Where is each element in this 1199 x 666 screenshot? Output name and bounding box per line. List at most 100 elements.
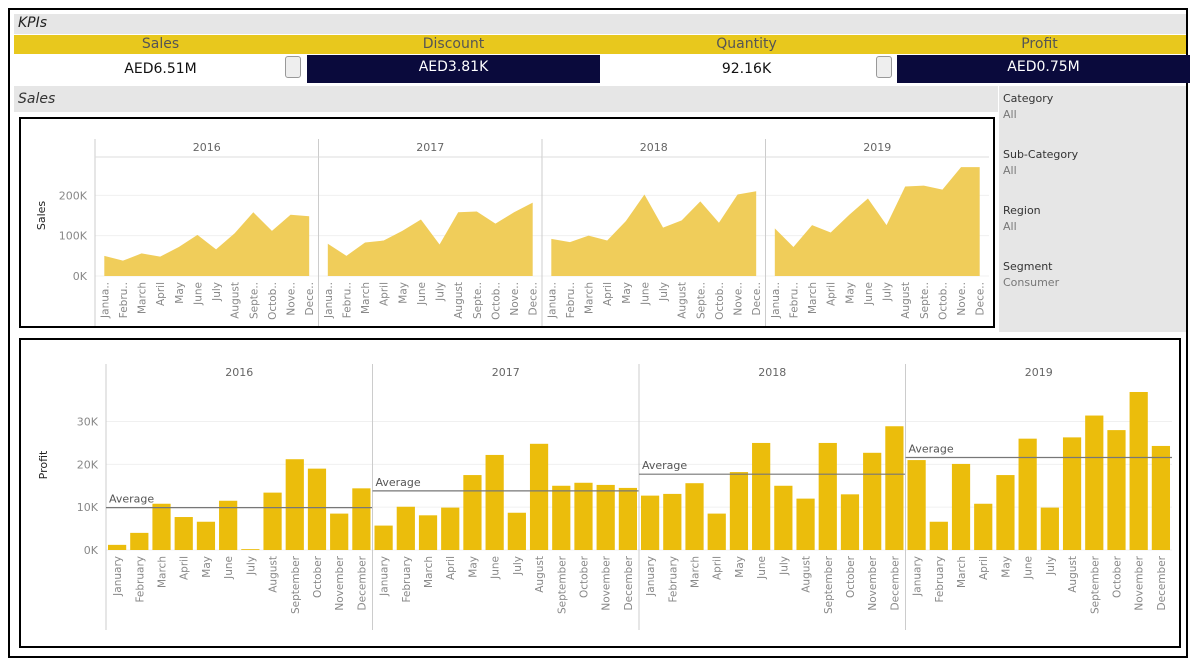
x-tick-label: March <box>584 282 596 314</box>
kpi-sales-toggle[interactable] <box>285 56 301 78</box>
filter-sub-category[interactable]: Sub-Category All <box>1003 148 1078 177</box>
kpi-discount-value[interactable]: AED3.81K <box>307 55 600 83</box>
kpi-sales-value[interactable]: AED6.51M <box>14 55 307 83</box>
x-tick-label: July <box>245 556 257 576</box>
x-tick-label: Janua.. <box>546 282 558 319</box>
x-tick-label: May <box>201 556 213 578</box>
x-tick-label: Dece.. <box>304 282 316 315</box>
y-tick-label: 30K <box>77 416 99 429</box>
x-tick-label: October <box>312 555 324 598</box>
panel-year-label: 2019 <box>863 141 891 154</box>
x-tick-label: October <box>578 555 590 598</box>
profit-bar <box>640 495 660 550</box>
x-tick-label: July <box>211 282 223 302</box>
panel-year-label: 2016 <box>193 141 221 154</box>
profit-chart-panel: Profit 0K 10K 20K 30K 2016 Average January Febru… <box>19 338 1181 648</box>
x-tick-label: April <box>445 556 457 580</box>
x-tick-label: December <box>889 555 901 610</box>
y-tick-label: 0K <box>84 544 99 557</box>
sales-area-series <box>774 167 980 276</box>
kpi-quantity-value[interactable]: 92.16K <box>600 55 893 83</box>
y-tick-label: 20K <box>77 458 99 471</box>
filter-category-label: Category <box>1003 92 1054 105</box>
x-tick-label: August <box>677 282 689 319</box>
profit-bar <box>1085 415 1104 550</box>
x-tick-label: January <box>379 556 391 597</box>
x-tick-label: June <box>192 282 204 306</box>
profit-bar <box>907 460 926 550</box>
x-tick-label: Febru.. <box>341 282 353 318</box>
x-tick-label: July <box>435 282 447 302</box>
x-tick-label: February <box>934 556 946 603</box>
x-tick-label: December <box>356 555 368 610</box>
x-tick-label: June <box>756 556 768 580</box>
x-tick-label: Octob.. <box>937 282 949 320</box>
profit-bar-chart: Profit 0K 10K 20K 30K 2016 Average January Febru… <box>37 364 1172 630</box>
x-tick-label: June <box>490 556 502 580</box>
x-tick-label: January <box>112 556 124 597</box>
x-tick-label: Septe.. <box>695 282 707 319</box>
kpi-profit-label: Profit <box>1021 36 1058 52</box>
filter-segment-value[interactable]: Consumer <box>1003 276 1060 289</box>
filter-region[interactable]: Region All <box>1003 204 1041 233</box>
x-tick-label: Octob.. <box>714 282 726 320</box>
profit-bar <box>863 452 882 550</box>
x-tick-label: March <box>690 556 702 588</box>
sales-area-series <box>327 202 533 276</box>
filter-sub-category-value[interactable]: All <box>1003 164 1017 177</box>
sales-area-series <box>104 212 310 276</box>
profit-bar <box>796 498 815 550</box>
x-tick-label: March <box>423 556 435 588</box>
x-tick-label: March <box>360 282 372 314</box>
panel-year-label: 2017 <box>492 366 520 379</box>
x-tick-label: May <box>174 282 186 304</box>
x-tick-label: April <box>978 556 990 580</box>
profit-bar <box>1129 391 1148 550</box>
profit-bar <box>840 494 860 550</box>
x-tick-label: Dece.. <box>528 282 540 315</box>
y-tick-label: 0K <box>73 270 88 283</box>
profit-bar <box>507 512 526 550</box>
x-tick-label: Nove.. <box>733 282 745 316</box>
x-tick-label: October <box>845 555 857 598</box>
x-tick-label: Dece.. <box>975 282 987 315</box>
x-tick-label: Febru.. <box>565 282 577 318</box>
kpi-profit-value[interactable]: AED0.75M <box>897 55 1190 83</box>
panel-year-label: 2017 <box>416 141 444 154</box>
x-tick-label: Janua.. <box>323 282 335 319</box>
filter-segment[interactable]: Segment Consumer <box>1003 260 1059 289</box>
filter-region-value[interactable]: All <box>1003 220 1017 233</box>
profit-bar <box>929 521 948 550</box>
panel-year-label: 2018 <box>640 141 668 154</box>
filter-category[interactable]: Category All <box>1003 92 1053 121</box>
kpi-header: KPIs <box>14 14 1186 34</box>
x-tick-label: November <box>334 555 346 610</box>
x-tick-label: November <box>601 555 613 610</box>
x-tick-label: April <box>179 556 191 580</box>
x-tick-label: January <box>912 556 924 597</box>
x-tick-label: Septe.. <box>919 282 931 319</box>
kpi-quantity-label: Quantity <box>716 36 777 52</box>
profit-bar <box>707 513 726 550</box>
kpi-quantity-toggle[interactable] <box>876 56 892 78</box>
filter-category-value[interactable]: All <box>1003 108 1017 121</box>
x-tick-label: April <box>379 282 391 306</box>
x-tick-label: June <box>223 556 235 580</box>
x-tick-label: Janua.. <box>99 282 111 319</box>
profit-bar <box>352 488 371 550</box>
profit-bar <box>152 503 171 550</box>
panel-year-label: 2016 <box>225 366 253 379</box>
average-label: Average <box>909 443 954 456</box>
profit-bar <box>818 442 837 550</box>
profit-bar <box>1040 507 1059 550</box>
profit-bar <box>263 492 282 550</box>
profit-bar <box>219 500 238 550</box>
profit-bar <box>130 532 149 550</box>
x-tick-label: April <box>155 282 167 306</box>
x-tick-label: August <box>900 282 912 319</box>
x-tick-label: Janua.. <box>770 282 782 319</box>
profit-bar <box>396 506 415 550</box>
profit-bar <box>663 493 682 550</box>
x-tick-label: August <box>534 556 546 593</box>
x-tick-label: November <box>867 555 879 610</box>
